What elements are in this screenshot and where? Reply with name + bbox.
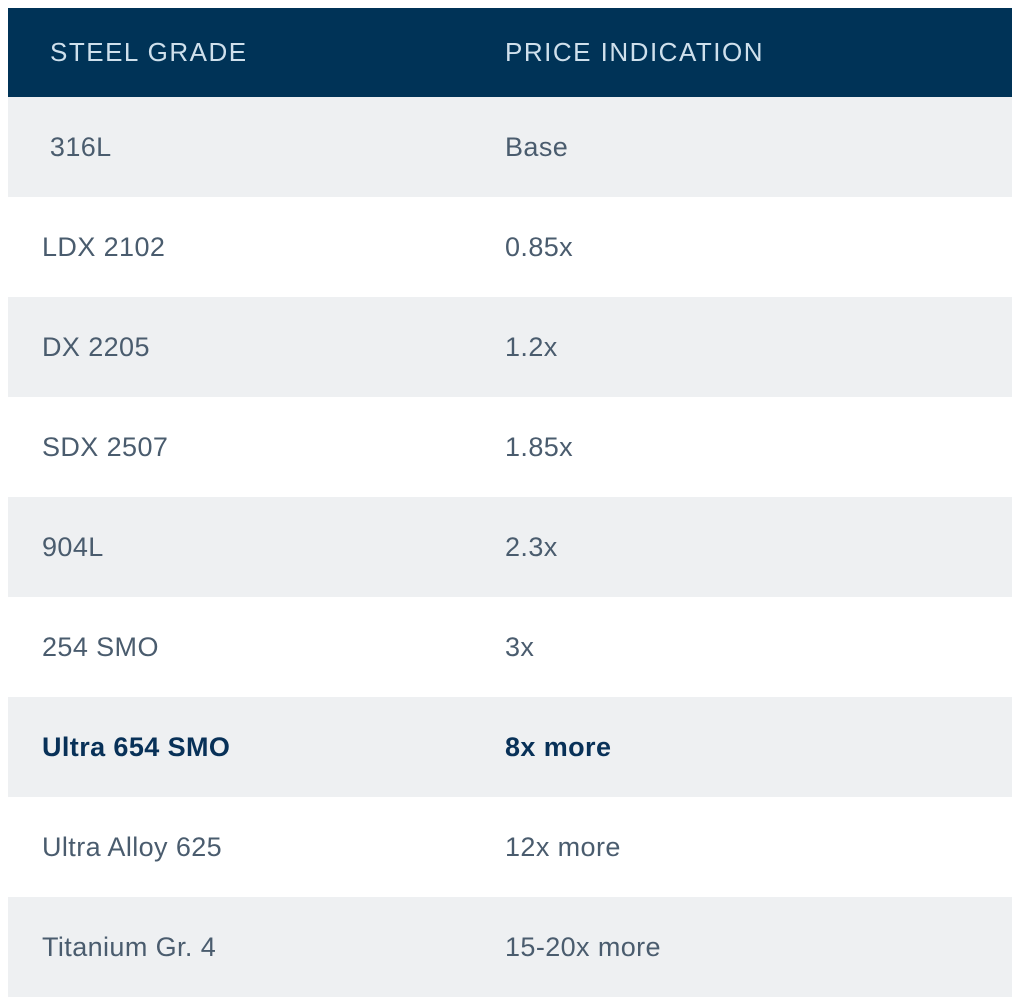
steel-grade-cell: 254 SMO: [42, 631, 159, 662]
table-row: Titanium Gr. 4 15-20x more: [8, 897, 1012, 997]
steel-grade-cell: Titanium Gr. 4: [42, 931, 217, 962]
table-row: Ultra 654 SMO 8x more: [8, 697, 1012, 797]
column-header-steel-grade: STEEL GRADE: [50, 37, 248, 67]
price-indication-cell: 1.2x: [505, 331, 558, 362]
table-row: DX 2205 1.2x: [8, 297, 1012, 397]
steel-grade-cell: 904L: [42, 531, 104, 562]
table-row: Ultra Alloy 625 12x more: [8, 797, 1012, 897]
table-body: 316L Base LDX 2102 0.85x DX 2205 1.2x SD…: [8, 97, 1012, 997]
steel-grade-cell: Ultra Alloy 625: [42, 831, 223, 862]
table-row: 316L Base: [8, 97, 1012, 197]
price-indication-cell: 8x more: [505, 731, 612, 762]
price-indication-cell: 0.85x: [505, 231, 574, 262]
steel-grade-cell: 316L: [42, 131, 112, 162]
table-header-row: STEEL GRADE PRICE INDICATION: [8, 8, 1012, 97]
column-header-price-indication: PRICE INDICATION: [505, 37, 764, 67]
price-indication-cell: 12x more: [505, 831, 621, 862]
table-row: SDX 2507 1.85x: [8, 397, 1012, 497]
steel-grade-cell: DX 2205: [42, 331, 150, 362]
price-indication-cell: 2.3x: [505, 531, 558, 562]
price-indication-cell: 15-20x more: [505, 931, 661, 962]
price-indication-cell: Base: [505, 131, 569, 162]
price-indication-cell: 3x: [505, 631, 535, 662]
price-indication-cell: 1.85x: [505, 431, 574, 462]
table-row: 254 SMO 3x: [8, 597, 1012, 697]
steel-grade-cell: SDX 2507: [42, 431, 169, 462]
steel-grade-cell: Ultra 654 SMO: [42, 731, 231, 762]
table-row: LDX 2102 0.85x: [8, 197, 1012, 297]
table-row: 904L 2.3x: [8, 497, 1012, 597]
steel-price-table: STEEL GRADE PRICE INDICATION 316L Base L…: [8, 8, 1012, 997]
steel-grade-cell: LDX 2102: [42, 231, 166, 262]
